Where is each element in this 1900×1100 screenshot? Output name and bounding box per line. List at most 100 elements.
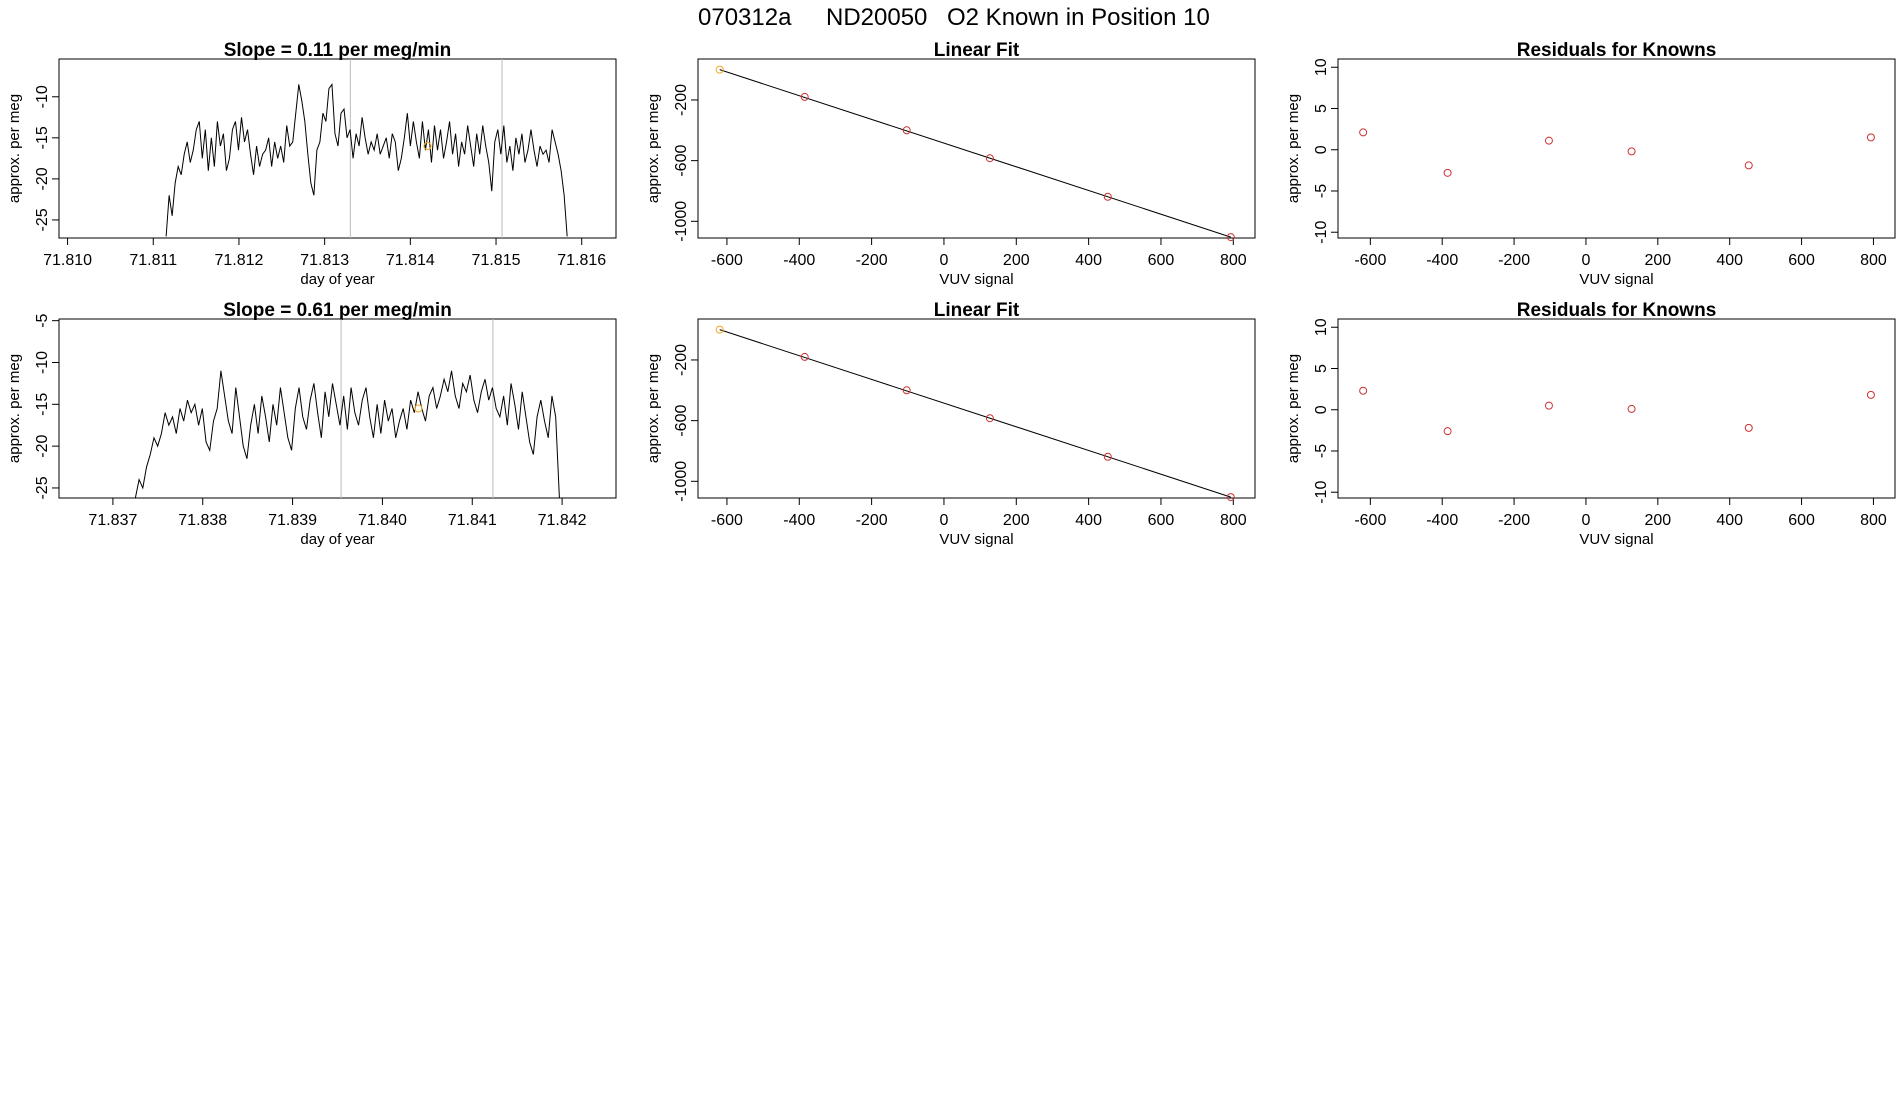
data-point: [985, 414, 994, 423]
x-tick-label: 200: [1644, 512, 1671, 529]
data-point: [1866, 133, 1875, 142]
y-tick-label: -10: [1313, 221, 1330, 244]
data-point: [985, 154, 994, 163]
y-tick-label: 10: [1313, 58, 1330, 76]
y-axis-label: approx. per meg: [1285, 94, 1302, 203]
plot-title: Residuals for Knowns: [1517, 300, 1717, 321]
figure-title-run-id: 070312a: [698, 4, 792, 31]
x-tick-label: 400: [1075, 252, 1102, 269]
x-tick-label: 71.840: [358, 512, 407, 529]
x-tick-label: 600: [1148, 512, 1175, 529]
x-tick-label: 400: [1075, 512, 1102, 529]
data-point: [902, 126, 911, 135]
y-tick-label: 5: [1313, 104, 1330, 113]
y-axis-label: approx. per meg: [6, 354, 23, 463]
y-tick-label: -5: [1313, 184, 1330, 198]
x-axis-label: day of year: [300, 531, 374, 548]
plot-frame: [58, 58, 617, 239]
plot-frame: [1337, 318, 1896, 499]
x-tick-label: 71.842: [538, 512, 587, 529]
x-tick-label: -600: [711, 252, 743, 269]
panels-container: Slope = 0.11 per meg/min 71.810 71.811 71.8…: [6, 40, 1896, 548]
x-tick-label: 800: [1220, 252, 1247, 269]
x-tick-label: 0: [1582, 252, 1591, 269]
y-tick-label: -200: [673, 84, 690, 116]
x-tick-label: -400: [1426, 252, 1458, 269]
x-tick-label: 71.814: [386, 252, 435, 269]
x-tick-label: 600: [1148, 252, 1175, 269]
y-tick-label: -1000: [673, 461, 690, 502]
x-tick-label: -600: [1354, 252, 1386, 269]
plot-panel-p4: Slope = 0.61 per meg/min 71.837 71.838 71.8…: [6, 300, 617, 548]
plot-frame: [697, 58, 1256, 239]
x-tick-label: 71.841: [448, 512, 497, 529]
y-tick-label: -25: [34, 476, 51, 499]
x-tick-label: 71.811: [129, 252, 177, 269]
data-point: [800, 352, 809, 361]
data-point: [1627, 147, 1636, 156]
data-point: [1744, 161, 1753, 170]
plot-panel-p5: Linear Fit -600 -400 -200 0 200 400 600 800 VUV s…: [645, 300, 1256, 548]
x-tick-label: -600: [1354, 512, 1386, 529]
plot-panel-p3: Residuals for Knowns -600 -400 -200 0 200 400 6…: [1285, 40, 1896, 288]
y-tick-label: 10: [1313, 318, 1330, 336]
data-point: [1226, 493, 1235, 502]
x-tick-label: 400: [1716, 512, 1743, 529]
plot-title: Residuals for Knowns: [1517, 40, 1717, 61]
y-tick-label: 0: [1313, 145, 1330, 154]
x-tick-label: 71.837: [88, 512, 137, 529]
plot-title: Slope = 0.11 per meg/min: [224, 40, 452, 61]
data-series-line: [165, 83, 568, 237]
plot-title: Linear Fit: [934, 300, 1020, 321]
y-tick-label: -600: [673, 145, 690, 177]
x-tick-label: 71.810: [43, 252, 92, 269]
x-tick-label: -600: [711, 512, 743, 529]
y-tick-label: -10: [34, 85, 51, 108]
y-tick-label: -600: [673, 405, 690, 437]
y-tick-label: -20: [34, 434, 51, 457]
y-tick-label: -1000: [673, 201, 690, 242]
data-point: [1103, 452, 1112, 461]
figure-title-position: O2 Known in Position 10: [947, 4, 1210, 31]
data-point: [1359, 128, 1368, 137]
plot-frame: [1337, 58, 1896, 239]
y-tick-label: -10: [1313, 481, 1330, 504]
x-axis-label: VUV signal: [939, 271, 1013, 288]
x-tick-label: 200: [1003, 252, 1030, 269]
y-axis-label: approx. per meg: [645, 94, 662, 203]
x-tick-label: -200: [856, 252, 888, 269]
x-tick-label: -400: [783, 252, 815, 269]
y-axis-label: approx. per meg: [1285, 354, 1302, 463]
plot-panel-p6: Residuals for Knowns -600 -400 -200 0 200 400 6…: [1285, 300, 1896, 548]
plot-panel-p1: Slope = 0.11 per meg/min 71.810 71.811 71.8…: [6, 40, 617, 288]
fit-line: [719, 69, 1231, 238]
x-tick-label: 0: [1582, 512, 1591, 529]
x-tick-label: -200: [1498, 512, 1530, 529]
y-tick-label: -200: [673, 344, 690, 376]
y-axis-label: approx. per meg: [6, 94, 23, 203]
x-tick-label: 600: [1788, 252, 1815, 269]
data-series-line: [134, 370, 560, 499]
data-point: [1866, 390, 1875, 399]
figure-title-tank-id: ND20050: [826, 4, 927, 31]
x-axis-label: VUV signal: [1579, 271, 1653, 288]
y-tick-label: -15: [34, 126, 51, 149]
x-tick-label: 71.839: [268, 512, 317, 529]
y-tick-label: -20: [34, 167, 51, 190]
data-point: [1544, 401, 1553, 410]
y-tick-label: 0: [1313, 405, 1330, 414]
plot-title: Slope = 0.61 per meg/min: [223, 300, 452, 321]
data-point: [1627, 404, 1636, 413]
fit-line: [719, 329, 1231, 498]
x-tick-label: -400: [1426, 512, 1458, 529]
data-point: [800, 92, 809, 101]
data-point: [1443, 168, 1452, 177]
y-tick-label: -5: [1313, 444, 1330, 458]
y-tick-label: -5: [34, 313, 51, 327]
x-tick-label: 71.816: [557, 252, 606, 269]
x-tick-label: 400: [1716, 252, 1743, 269]
x-tick-label: 800: [1860, 512, 1887, 529]
y-tick-label: 5: [1313, 364, 1330, 373]
